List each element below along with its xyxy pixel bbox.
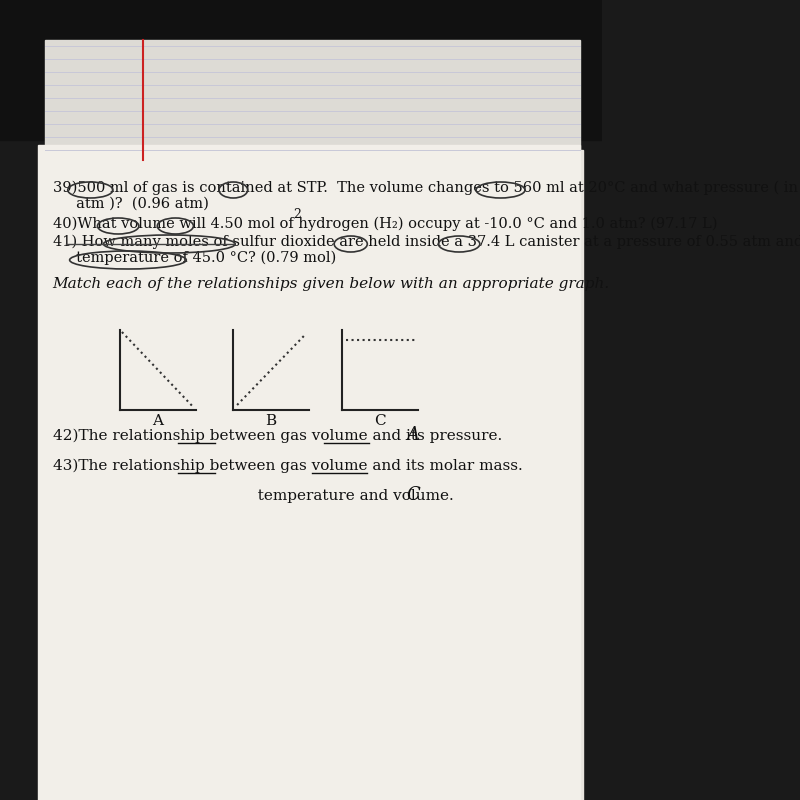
Text: Match each of the relationships given below with an appropriate graph.: Match each of the relationships given be… [53,277,610,291]
Bar [38,145,579,800]
Bar [0,0,602,140]
Text: 39)500 ml of gas is contained at STP.  The volume changes to 560 ml at 20°C and : 39)500 ml of gas is contained at STP. Th… [53,181,798,195]
Text: A: A [406,426,419,444]
Bar [42,150,583,800]
Text: 40)What volume will 4.50 mol of hydrogen (H₂) occupy at -10.0 °C and 1.0 atm? (9: 40)What volume will 4.50 mol of hydrogen… [53,217,717,231]
Text: 43)The relationship between gas volume and its molar mass.: 43)The relationship between gas volume a… [53,458,522,473]
Text: B: B [266,414,277,428]
Text: 2: 2 [294,208,302,221]
Bar [45,40,579,160]
Text: temperature of 45.0 °C? (0.79 mol): temperature of 45.0 °C? (0.79 mol) [53,250,336,265]
Text: C: C [406,486,420,504]
Text: 41) How many moles of sulfur dioxide are held inside a 37.4 L canister at a pres: 41) How many moles of sulfur dioxide are… [53,234,800,249]
Text: A: A [153,414,163,428]
Text: temperature and volume.: temperature and volume. [53,489,454,503]
Text: C: C [374,414,386,428]
Text: atm )?  (0.96 atm): atm )? (0.96 atm) [53,197,209,211]
Text: 42)The relationship between gas volume and its pressure.: 42)The relationship between gas volume a… [53,429,502,443]
